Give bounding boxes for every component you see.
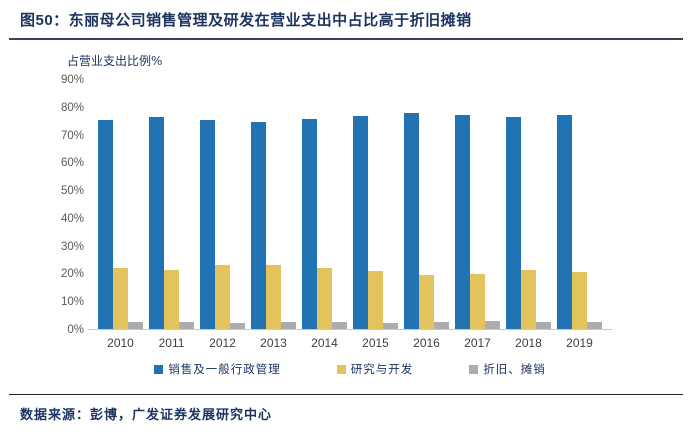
legend-label: 销售及一般行政管理 <box>168 362 281 376</box>
bar-group-2013 <box>251 80 296 329</box>
bar <box>536 322 551 329</box>
legend-label: 研究与开发 <box>350 362 414 376</box>
bar <box>230 322 245 329</box>
bar <box>251 121 266 329</box>
y-tick-label: 40% <box>60 212 84 225</box>
y-tick-label: 20% <box>60 268 84 281</box>
bar-group-2012 <box>200 80 245 329</box>
bar <box>455 114 470 329</box>
bar <box>302 118 317 329</box>
plot-area <box>88 80 612 330</box>
legend-item: 销售及一般行政管理 <box>154 361 281 377</box>
bar <box>113 268 128 329</box>
x-axis-label: 2011 <box>158 336 185 350</box>
bar <box>317 268 332 329</box>
x-axis-label: 2015 <box>362 336 389 350</box>
x-axis-label: 2014 <box>311 336 338 350</box>
bar <box>404 113 419 329</box>
bar <box>200 120 215 329</box>
x-axis-labels: 2010 2011 2012 2013 2014 2015 2016 2017 2018 2019 <box>88 336 612 350</box>
data-source: 数据来源：彭博，广发证券发展研究中心 <box>20 408 273 423</box>
bar <box>470 273 485 329</box>
bar <box>164 269 179 329</box>
bar <box>572 272 587 329</box>
x-axis-label: 2019 <box>566 336 593 350</box>
bar-group-2014 <box>302 80 347 329</box>
bar-group-2017 <box>455 80 500 329</box>
y-tick-label: 0% <box>67 324 84 336</box>
x-axis-label: 2016 <box>413 336 440 350</box>
bar <box>368 270 383 329</box>
legend-item: 折旧、摊销 <box>469 361 546 377</box>
legend-item: 研究与开发 <box>336 361 414 377</box>
bar <box>353 115 368 329</box>
bar-group-2019 <box>557 80 602 329</box>
x-axis-label: 2017 <box>464 336 491 350</box>
legend-swatch-icon <box>154 364 164 374</box>
bar <box>557 114 572 329</box>
bar <box>179 322 194 329</box>
legend-label: 折旧、摊销 <box>483 362 546 376</box>
x-axis-label: 2018 <box>515 336 542 350</box>
bar <box>383 322 398 329</box>
x-axis-label: 2012 <box>209 336 236 350</box>
y-axis-title: 占营业支出比例% <box>67 54 163 68</box>
bar <box>419 275 434 329</box>
bar-group-2015 <box>353 80 398 329</box>
y-axis-tick-labels: 90% 80% 70% 60% 50% 40% 30% 20% 10% 0% <box>38 74 84 336</box>
x-axis-label: 2013 <box>260 336 287 350</box>
bar <box>98 120 113 329</box>
y-tick-label: 70% <box>60 129 84 142</box>
y-tick-label: 60% <box>60 157 84 170</box>
bar <box>149 117 164 329</box>
title-separator <box>9 38 683 40</box>
legend-swatch-icon <box>336 364 346 374</box>
bar <box>485 320 500 329</box>
y-tick-label: 10% <box>60 296 84 309</box>
figure-title: 图50：东丽母公司销售管理及研发在营业支出中占比高于折旧摊销 <box>20 12 472 29</box>
bar <box>434 321 449 329</box>
bar-group-2016 <box>404 80 449 329</box>
y-tick-label: 30% <box>60 240 84 253</box>
bar-group-2011 <box>149 80 194 329</box>
y-tick-label: 90% <box>60 74 84 86</box>
footer-separator <box>9 394 683 395</box>
bar <box>215 265 230 329</box>
bar <box>128 322 143 329</box>
bar <box>506 117 521 329</box>
bar <box>332 322 347 329</box>
bar <box>521 269 536 329</box>
bar <box>587 321 602 329</box>
y-tick-label: 50% <box>60 185 84 198</box>
bar <box>281 322 296 329</box>
chart-legend: 销售及一般行政管理 研究与开发 折旧、摊销 <box>0 361 700 377</box>
y-tick-label: 80% <box>60 101 84 114</box>
x-axis-label: 2010 <box>107 336 134 350</box>
bar-group-2018 <box>506 80 551 329</box>
legend-swatch-icon <box>469 364 479 374</box>
bar-group-2010 <box>98 80 143 329</box>
bar <box>266 265 281 329</box>
